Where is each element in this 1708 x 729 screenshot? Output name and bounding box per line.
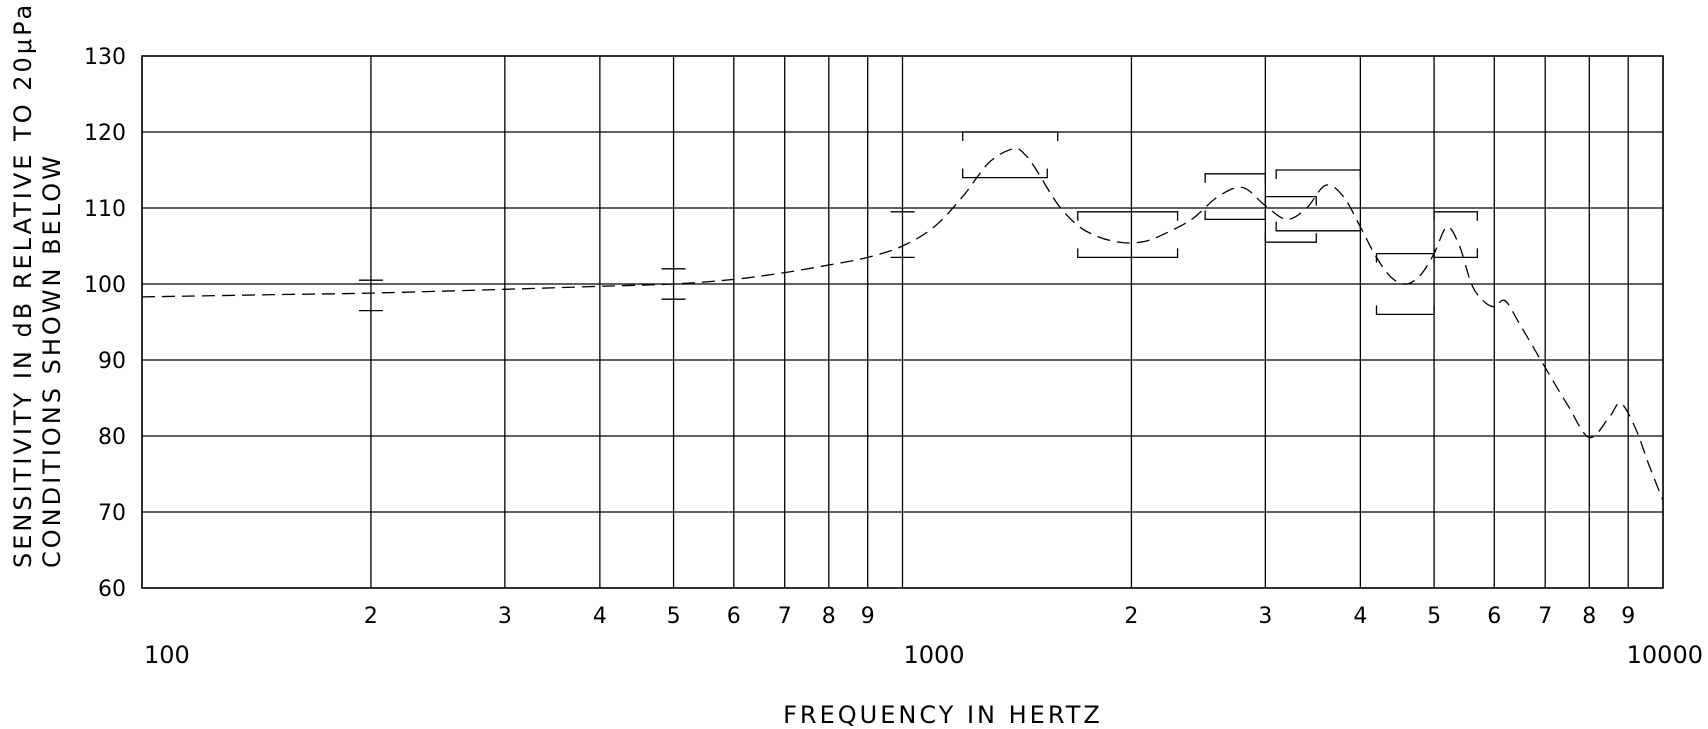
x-tick-label: 7 bbox=[778, 604, 792, 629]
tolerance-bracket-lower bbox=[962, 168, 1048, 179]
plot-frame bbox=[141, 55, 1664, 589]
tolerance-bracket-lower bbox=[1204, 210, 1266, 221]
x-tick-label: 6 bbox=[727, 604, 741, 629]
tolerance-bracket-upper bbox=[1077, 211, 1179, 221]
x-tick-label: 4 bbox=[593, 604, 607, 629]
x-tick-label: 3 bbox=[498, 604, 512, 629]
y-tick-label: 120 bbox=[84, 121, 126, 146]
x-tick-label: 2 bbox=[364, 604, 378, 629]
x-tick-label: 8 bbox=[1582, 604, 1596, 629]
x-tick-label: 3 bbox=[1258, 604, 1272, 629]
tolerance-bracket-upper bbox=[1275, 169, 1362, 179]
y-tick-label: 80 bbox=[98, 425, 126, 450]
tolerance-bracket-upper bbox=[1433, 211, 1478, 221]
response-curve bbox=[141, 147, 1664, 501]
y-tick-label: 60 bbox=[98, 577, 126, 602]
y-tick-label: 100 bbox=[84, 273, 126, 298]
tolerance-bracket-upper bbox=[1375, 252, 1435, 263]
x-decade-label: 1000 bbox=[904, 641, 965, 669]
x-tick-label: 4 bbox=[1353, 604, 1367, 629]
y-tick-label: 90 bbox=[98, 349, 126, 374]
tolerance-bracket-lower bbox=[1275, 221, 1362, 232]
tolerance-bracket-upper bbox=[1204, 173, 1266, 183]
y-tick-label: 130 bbox=[84, 45, 126, 70]
x-axis-title: FREQUENCY IN HERTZ bbox=[783, 701, 1103, 729]
tolerance-marks bbox=[358, 131, 1478, 316]
x-decade-label: 10000 bbox=[1627, 641, 1703, 669]
y-tick-label: 110 bbox=[84, 197, 126, 222]
grid-lines bbox=[141, 55, 1664, 589]
y-tick-labels: 60 70 80 90 100 110 120 130 bbox=[84, 45, 126, 602]
x-tick-label: 9 bbox=[1621, 604, 1635, 629]
x-tick-label: 8 bbox=[822, 604, 836, 629]
tolerance-bracket-upper bbox=[962, 131, 1059, 141]
x-tick-label: 9 bbox=[861, 604, 875, 629]
x-tick-label: 2 bbox=[1124, 604, 1138, 629]
x-decade-label: 100 bbox=[144, 641, 190, 669]
y-axis-title-line1: SENSITIVITY IN dB RELATIVE TO 20μPa FOR bbox=[9, 0, 37, 568]
tolerance-bracket-upper bbox=[1264, 195, 1317, 206]
x-tick-label: 5 bbox=[1427, 604, 1441, 629]
y-tick-label: 70 bbox=[98, 501, 126, 526]
tolerance-bracket-lower bbox=[1375, 305, 1435, 316]
x-tick-label: 6 bbox=[1487, 604, 1501, 629]
tolerance-bracket-lower bbox=[1077, 248, 1179, 259]
tolerance-bracket-lower bbox=[1264, 233, 1317, 243]
y-axis-title-line2: CONDITIONS SHOWN BELOW bbox=[38, 153, 66, 568]
x-tick-label: 7 bbox=[1538, 604, 1552, 629]
x-tick-label: 5 bbox=[667, 604, 681, 629]
tolerance-bracket-lower bbox=[1433, 248, 1478, 259]
